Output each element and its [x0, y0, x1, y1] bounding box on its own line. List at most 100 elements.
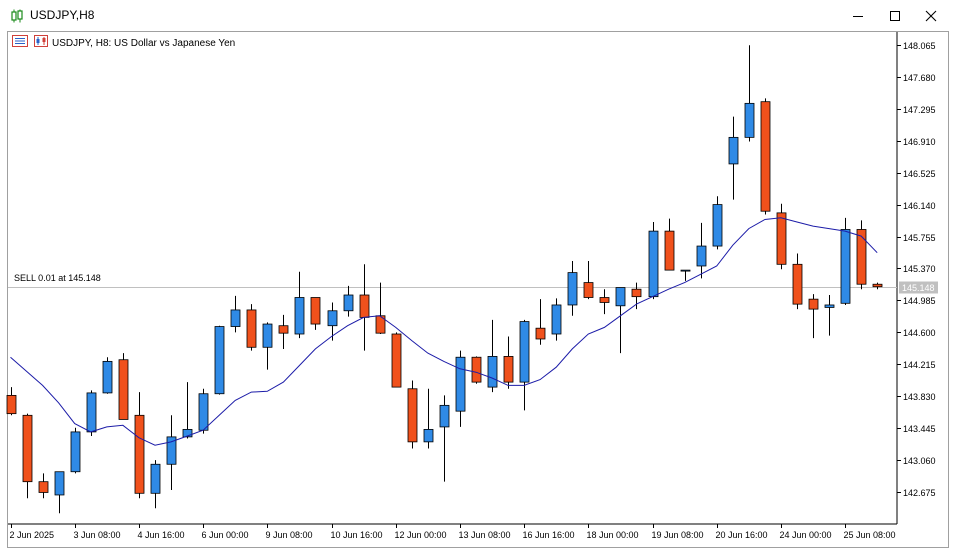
candle: [487, 319, 498, 393]
candle-body: [310, 297, 321, 325]
candle-body: [150, 463, 161, 494]
price-tick-label: 147.295: [903, 105, 936, 115]
candle: [696, 222, 707, 279]
price-tick-label: 144.215: [903, 360, 936, 370]
trade-line-label: SELL 0.01 at 145.148: [14, 273, 101, 283]
candle-body: [583, 282, 594, 298]
candle: [615, 287, 626, 354]
candle: [166, 415, 177, 490]
candle-body: [824, 304, 835, 308]
candle-body: [856, 229, 867, 285]
candle: [567, 260, 578, 316]
candle-body: [38, 481, 49, 493]
candle: [278, 314, 289, 349]
candle: [728, 116, 739, 200]
candle: [327, 302, 338, 341]
candle-body: [471, 356, 482, 383]
price-tick-label: 146.525: [903, 169, 936, 179]
candle-body: [696, 245, 707, 267]
candle-body: [648, 230, 659, 298]
candle: [840, 217, 851, 305]
candle: [856, 220, 867, 290]
candle: [439, 395, 450, 482]
time-tick-label: 18 Jun 00:00: [587, 530, 639, 540]
candle-body: [535, 327, 546, 340]
price-tick-label: 143.830: [903, 392, 936, 402]
trade-price-tag-label: 145.148: [902, 283, 935, 293]
candle-body: [407, 388, 418, 443]
candle-body: [102, 360, 113, 394]
candle: [599, 289, 610, 315]
candle-body: [455, 356, 466, 412]
candle: [86, 390, 97, 437]
candle-body: [728, 136, 739, 165]
candle: [648, 221, 659, 300]
candle: [375, 282, 386, 335]
candle-body: [6, 394, 17, 415]
chart-header: USDJPY, H8: US Dollar vs Japanese Yen: [12, 34, 236, 52]
candle-body: [246, 309, 257, 348]
candle: [134, 392, 145, 499]
candle: [230, 295, 241, 333]
candle-body: [391, 333, 402, 388]
maximize-button[interactable]: [877, 0, 913, 32]
time-tick-label: 4 Jun 16:00: [138, 530, 185, 540]
time-tick-label: 9 Jun 08:00: [266, 530, 313, 540]
price-tick-label: 146.910: [903, 137, 936, 147]
candle-body: [375, 315, 386, 334]
candle-body: [22, 414, 33, 483]
candle: [262, 322, 273, 370]
candle-body: [776, 212, 787, 265]
time-tick-label: 25 Jun 08:00: [844, 530, 896, 540]
candle: [824, 295, 835, 336]
minimize-icon: [853, 16, 863, 17]
candle: [519, 319, 530, 411]
time-tick-label: 6 Jun 00:00: [202, 530, 249, 540]
moving-average-line: [10, 217, 878, 446]
candle: [503, 336, 514, 389]
candle: [535, 299, 546, 345]
candle: [118, 353, 129, 420]
list-icon[interactable]: [12, 34, 28, 52]
candle-body: [439, 404, 450, 428]
symbol-description: USDJPY, H8: US Dollar vs Japanese Yen: [52, 37, 236, 49]
minimize-button[interactable]: [840, 0, 876, 32]
time-tick-label: 3 Jun 08:00: [74, 530, 121, 540]
candle-body: [599, 297, 610, 303]
candle: [182, 382, 193, 439]
candle-body: [615, 287, 626, 307]
price-tick-label: 144.600: [903, 328, 936, 338]
candle: [407, 380, 418, 449]
candle-body: [551, 304, 562, 335]
time-tick-label: 24 Jun 00:00: [780, 530, 832, 540]
candle: [54, 471, 65, 514]
candle-body: [359, 294, 370, 318]
candle-body: [840, 229, 851, 304]
candle-body: [423, 429, 434, 443]
candle-body: [664, 230, 675, 271]
time-tick-label: 2 Jun 2025: [10, 530, 55, 540]
candle-body: [214, 326, 225, 395]
candle-body: [262, 323, 273, 348]
candle-body: [487, 356, 498, 388]
candle-body: [294, 297, 305, 335]
candle-body: [680, 269, 691, 272]
maximize-icon: [890, 11, 900, 21]
window-title: USDJPY,H8: [30, 8, 95, 22]
chart-icon[interactable]: [34, 34, 48, 52]
candle: [359, 264, 370, 351]
candle-body: [70, 431, 81, 473]
candle: [423, 388, 434, 449]
candle: [551, 298, 562, 341]
candle-body: [134, 414, 145, 494]
chart-window[interactable]: [7, 31, 949, 548]
candle-body: [166, 436, 177, 465]
candle-body: [503, 356, 514, 383]
close-button[interactable]: [913, 0, 949, 32]
time-tick-label: 12 Jun 00:00: [395, 530, 447, 540]
candle: [776, 203, 787, 270]
candle: [310, 297, 321, 330]
price-tick-label: 145.755: [903, 233, 936, 243]
time-tick-label: 19 Jun 08:00: [652, 530, 704, 540]
